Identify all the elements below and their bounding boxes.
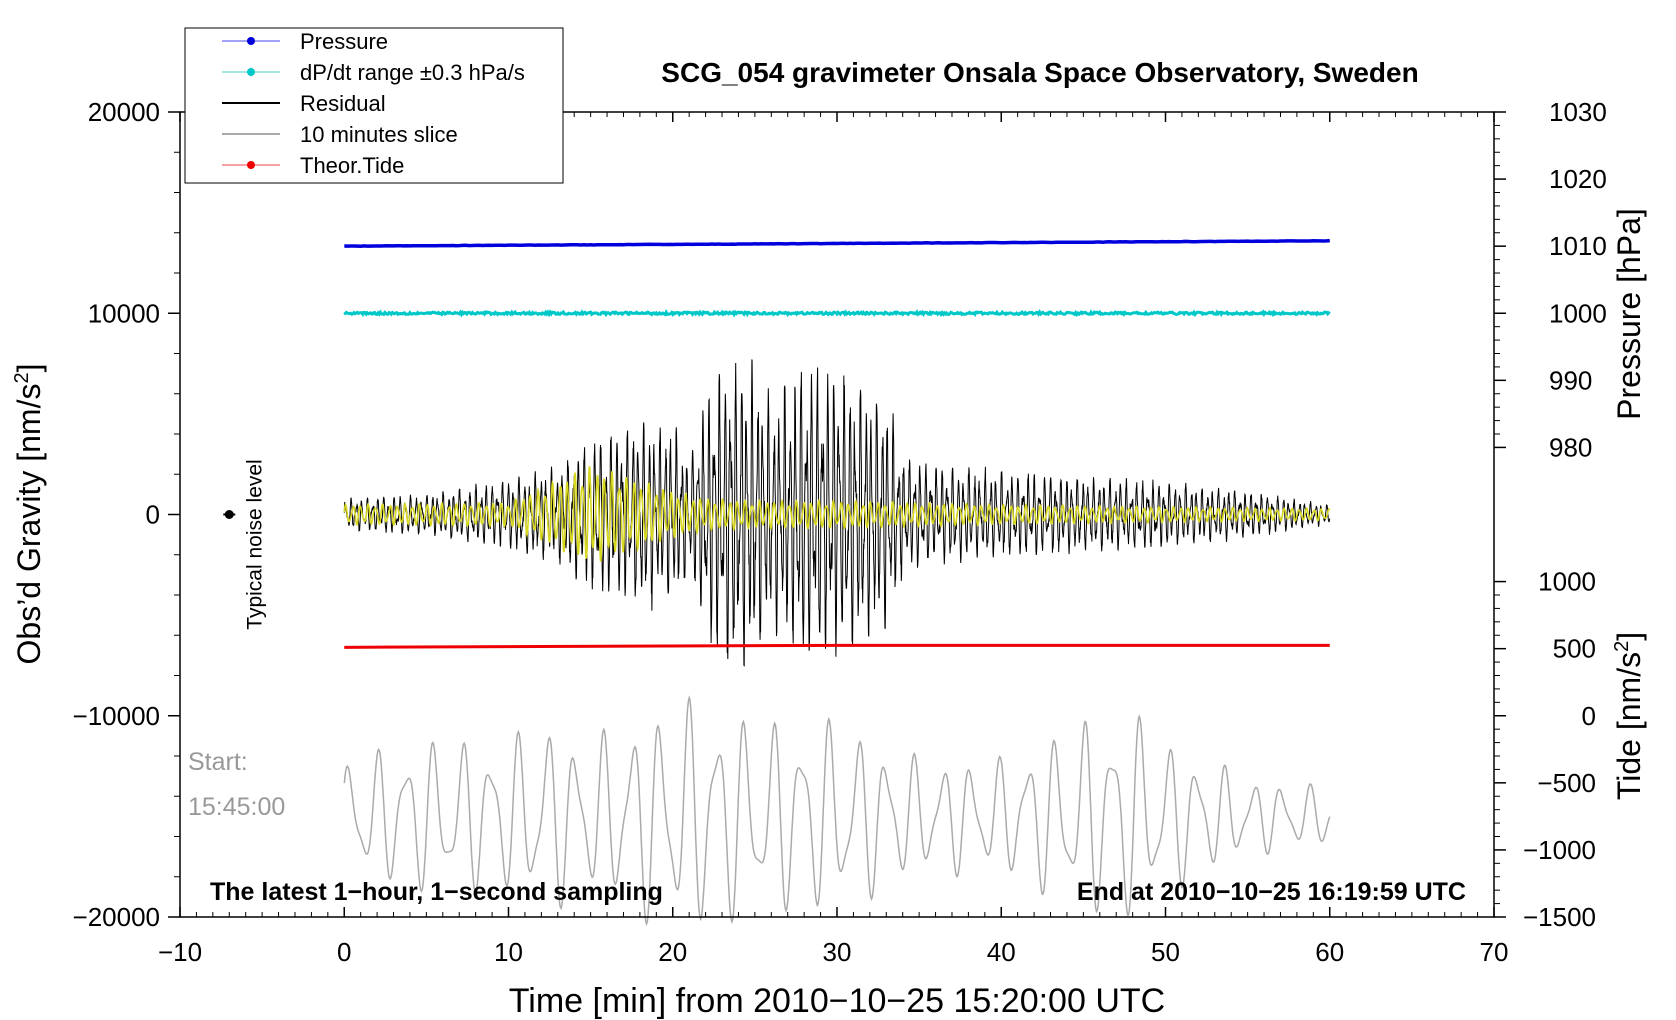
chart-title: SCG_054 gravimeter Onsala Space Observat… (661, 57, 1418, 88)
series-line-pressure (344, 238, 1330, 248)
legend-label-slice: 10 minutes slice (300, 122, 458, 147)
y-tick-label-left-4: 20000 (88, 97, 160, 127)
series-layer (343, 238, 1331, 927)
y-axis-label-gravity-sup: 2 (11, 372, 33, 383)
tide-tick-label-0: −1500 (1523, 902, 1596, 932)
legend-marker-pressure (247, 37, 255, 45)
series-line-dpdt (343, 308, 1331, 318)
x-tick-label-5: 40 (987, 937, 1016, 967)
tide-tick-label-1: −1000 (1523, 835, 1596, 865)
series-line-theor-tide (344, 643, 1330, 649)
series-line-residual (343, 359, 1331, 667)
y-axis-label-tide: Tide [nm/s2] (1611, 632, 1647, 800)
bottom-right-note: End at 2010−10−25 16:19:59 UTC (1077, 878, 1466, 906)
x-tick-label-4: 30 (823, 937, 852, 967)
legend-marker-tide (247, 161, 255, 169)
pressure-tick-label-1: 990 (1549, 365, 1592, 395)
y-axis-label-gravity: Obs’d Gravity [nm/s2] (11, 364, 47, 665)
y-axis-label-gravity-close: ] (11, 364, 47, 373)
pressure-tick-label-3: 1010 (1549, 231, 1607, 261)
legend-box (184, 27, 564, 184)
x-axis-label: Time [min] from 2010−10−25 15:20:00 UTC (509, 982, 1165, 1020)
axis-layer: −10 0 10 20 30 40 50 60 70−20000−100000100002000… (73, 97, 1607, 967)
x-tick-label-2: 10 (494, 937, 523, 967)
x-tick-label-3: 20 (658, 937, 687, 967)
tide-tick-label-5: 1000 (1538, 567, 1596, 597)
y-axis-label-tide-close: ] (1611, 632, 1647, 641)
y-tick-label-left-0: −20000 (73, 902, 160, 932)
pressure-tick-label-0: 980 (1549, 432, 1592, 462)
y-axis-label-tide-sup: 2 (1611, 641, 1633, 652)
legend: Pressure dP/dt range ±0.3 hPa/s Residual… (184, 27, 564, 184)
tide-tick-label-2: −500 (1537, 768, 1596, 798)
x-tick-label-7: 60 (1315, 937, 1344, 967)
legend-entry-dpdt: dP/dt range ±0.3 hPa/s (222, 60, 525, 85)
y-tick-label-left-2: 0 (146, 500, 160, 530)
start-time: 15:45:00 (188, 793, 285, 821)
legend-entry-pressure: Pressure (222, 29, 388, 54)
pressure-tick-label-5: 1030 (1549, 97, 1607, 127)
legend-label-residual: Residual (300, 91, 386, 116)
noise-level-label: Typical noise level (243, 459, 266, 629)
legend-label-pressure: Pressure (300, 29, 388, 54)
y-axis-label-gravity-base: Obs’d Gravity [nm/s (11, 384, 47, 665)
legend-entry-tide: Theor.Tide (222, 153, 404, 178)
y-tick-label-left-3: 10000 (88, 298, 160, 328)
y-tick-label-left-1: −10000 (73, 701, 160, 731)
pressure-tick-label-4: 1020 (1549, 164, 1607, 194)
x-tick-label-1: 0 (337, 937, 351, 967)
tide-tick-label-4: 500 (1553, 634, 1596, 664)
x-tick-label-0: −10 (158, 937, 202, 967)
legend-marker-dpdt (247, 68, 255, 76)
y-axis-label-pressure: Pressure [hPa] (1611, 208, 1647, 420)
noise-level-dot (224, 510, 234, 519)
legend-label-dpdt: dP/dt range ±0.3 hPa/s (300, 60, 525, 85)
y-axis-label-tide-base: Tide [nm/s (1611, 652, 1647, 800)
legend-label-tide: Theor.Tide (300, 153, 404, 178)
legend-entry-residual: Residual (222, 91, 386, 116)
start-label: Start: (188, 748, 248, 776)
pressure-tick-label-2: 1000 (1549, 298, 1607, 328)
series-line-10min-slice (343, 695, 1331, 927)
x-tick-label-6: 50 (1151, 937, 1180, 967)
noise-level-marker: Typical noise level (223, 459, 266, 630)
series-line-filtered (343, 466, 1331, 563)
tide-tick-label-3: 0 (1582, 701, 1596, 731)
bottom-left-note: The latest 1−hour, 1−second sampling (210, 878, 663, 906)
x-tick-label-8: 70 (1480, 937, 1509, 967)
legend-entry-slice: 10 minutes slice (222, 122, 458, 147)
